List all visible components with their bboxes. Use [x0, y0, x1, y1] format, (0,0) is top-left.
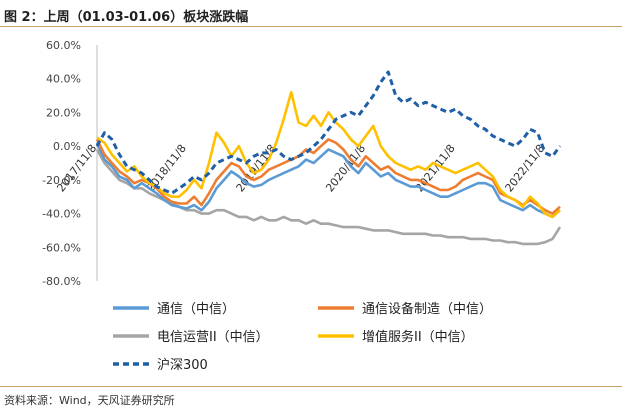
top-divider: [0, 26, 622, 27]
legend-label-3: 增值服务II（中信）: [362, 329, 474, 345]
y-tick-label: 20.0%: [46, 106, 81, 119]
legend-label-4: 沪深300: [157, 357, 208, 373]
series-line-4: [95, 70, 562, 195]
line-chart: 60.0% 40.0% 20.0% 0.0% -20.0% -40.0% -60.0% -80…: [42, 39, 562, 373]
legend-label-0: 通信（中信）: [157, 302, 235, 317]
legend-label-2: 电信运营II（中信）: [157, 330, 269, 345]
series-lines: [95, 70, 562, 246]
bottom-divider: [0, 386, 622, 387]
legend-label-1: 通信设备制造（中信）: [362, 301, 492, 317]
series-line-1: [95, 138, 561, 215]
y-tick-label: 0.0%: [53, 140, 81, 153]
y-tick-label: -60.0%: [42, 241, 81, 254]
y-tick-label: -20.0%: [42, 174, 81, 187]
chart-title: 图 2：上周（01.03-01.06）板块涨跌幅: [4, 10, 249, 25]
legend: 通信（中信） 通信设备制造（中信） 电信运营II（中信） 增值服务II（中信） 沪深30…: [113, 301, 492, 373]
x-tick-label: 2022/11/8: [502, 142, 547, 194]
series-line-3: [96, 90, 561, 219]
source-note: 资料来源：Wind，天风证券研究所: [4, 394, 175, 407]
y-tick-label: -40.0%: [42, 208, 81, 221]
y-tick-label: 40.0%: [46, 73, 81, 86]
y-tick-label: 60.0%: [46, 39, 81, 52]
series-line-0: [95, 142, 561, 219]
y-axis-ticks: 60.0% 40.0% 20.0% 0.0% -20.0% -40.0% -60.0% -80…: [42, 39, 81, 288]
y-tick-label: -80.0%: [42, 275, 81, 288]
